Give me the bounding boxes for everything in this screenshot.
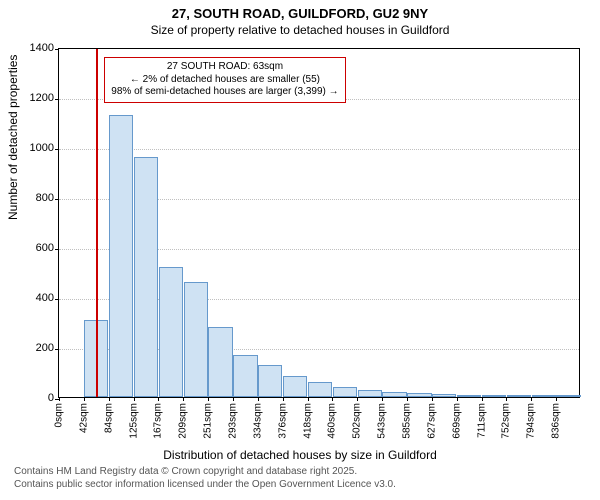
ytick-label: 400: [14, 292, 54, 304]
histogram-bar: [159, 267, 183, 397]
ytick-mark: [55, 49, 59, 50]
chart-subtitle: Size of property relative to detached ho…: [0, 23, 600, 37]
ytick-label: 600: [14, 242, 54, 254]
xtick-label: 251sqm: [203, 397, 214, 439]
xtick-label: 752sqm: [501, 397, 512, 439]
histogram-bar: [134, 157, 158, 397]
ytick-label: 1000: [14, 142, 54, 154]
ytick-label: 1400: [14, 42, 54, 54]
histogram-bar: [308, 382, 332, 397]
xtick-label: 167sqm: [153, 397, 164, 439]
ytick-label: 1200: [14, 92, 54, 104]
histogram-bar: [109, 115, 133, 398]
footnote-line: Contains HM Land Registry data © Crown c…: [14, 466, 396, 479]
ytick-mark: [55, 299, 59, 300]
ytick-mark: [55, 249, 59, 250]
reference-line: [96, 49, 98, 397]
histogram-bar: [358, 390, 382, 398]
chart-title: 27, SOUTH ROAD, GUILDFORD, GU2 9NY: [0, 6, 600, 21]
xtick-label: 794sqm: [526, 397, 537, 439]
histogram-bar: [208, 327, 232, 397]
plot-area: 0sqm42sqm84sqm125sqm167sqm209sqm251sqm29…: [58, 48, 580, 398]
annotation-line: ← 2% of detached houses are smaller (55): [111, 74, 338, 87]
annotation-box: 27 SOUTH ROAD: 63sqm← 2% of detached hou…: [104, 57, 345, 103]
ytick-label: 800: [14, 192, 54, 204]
histogram-bar: [184, 282, 208, 397]
xtick-label: 84sqm: [103, 397, 114, 433]
histogram-bar: [258, 365, 282, 398]
annotation-line: 98% of semi-detached houses are larger (…: [111, 86, 338, 99]
xtick-label: 836sqm: [551, 397, 562, 439]
annotation-line: 27 SOUTH ROAD: 63sqm: [111, 61, 338, 74]
xtick-label: 711sqm: [476, 397, 487, 438]
gridline: [59, 149, 579, 150]
ytick-mark: [55, 199, 59, 200]
xtick-label: 42sqm: [78, 397, 89, 433]
xtick-label: 376sqm: [277, 397, 288, 439]
ytick-mark: [55, 99, 59, 100]
xtick-label: 502sqm: [352, 397, 363, 439]
xtick-label: 0sqm: [54, 397, 65, 427]
xtick-label: 669sqm: [451, 397, 462, 439]
ytick-mark: [55, 349, 59, 350]
ytick-label: 0: [14, 392, 54, 404]
ytick-mark: [55, 149, 59, 150]
xtick-label: 543sqm: [377, 397, 388, 439]
ytick-label: 200: [14, 342, 54, 354]
chart-title-block: 27, SOUTH ROAD, GUILDFORD, GU2 9NY Size …: [0, 0, 600, 37]
xtick-label: 209sqm: [178, 397, 189, 439]
x-axis-label: Distribution of detached houses by size …: [0, 448, 600, 462]
xtick-label: 334sqm: [252, 397, 263, 439]
xtick-label: 418sqm: [302, 397, 313, 439]
footnotes: Contains HM Land Registry data © Crown c…: [14, 466, 396, 491]
histogram-bar: [283, 376, 307, 397]
xtick-label: 293sqm: [228, 397, 239, 439]
footnote-line: Contains public sector information licen…: [14, 479, 396, 492]
xtick-label: 125sqm: [128, 397, 139, 439]
histogram-bar: [556, 395, 580, 397]
xtick-label: 460sqm: [327, 397, 338, 439]
xtick-label: 627sqm: [426, 397, 437, 439]
histogram-bar: [233, 355, 257, 398]
xtick-label: 585sqm: [402, 397, 413, 439]
histogram-bar: [333, 387, 357, 397]
